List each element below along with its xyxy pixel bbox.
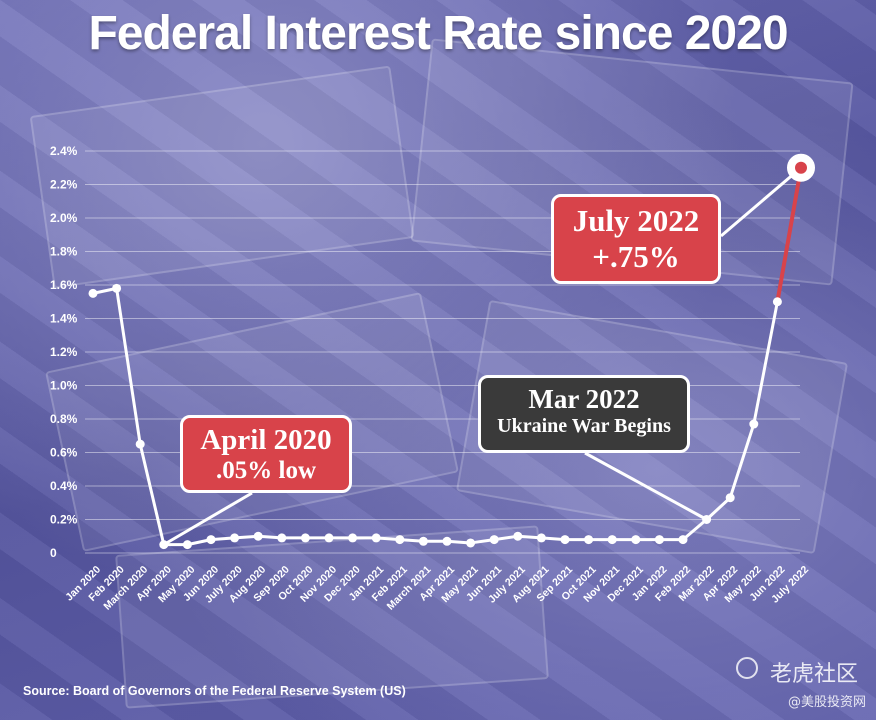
series-line-final-segment xyxy=(775,167,803,303)
data-point xyxy=(112,283,122,293)
y-tick-label: 0.6% xyxy=(50,446,78,460)
data-point xyxy=(489,535,499,545)
callout-april-2020-connector xyxy=(163,491,253,546)
y-tick-label: 1.0% xyxy=(50,379,78,393)
callout-mar-2022: Mar 2022 Ukraine War Begins xyxy=(478,375,690,453)
y-tick-label: 1.2% xyxy=(50,345,78,359)
y-tick-label: 1.6% xyxy=(50,278,78,292)
data-point xyxy=(654,535,664,545)
callout-july-2022-title: July 2022 xyxy=(572,203,700,238)
data-point xyxy=(631,535,641,545)
data-point xyxy=(418,536,428,546)
y-tick-label: 0.2% xyxy=(50,513,78,527)
y-tick-label: 1.8% xyxy=(50,245,78,259)
y-tick-label: 1.4% xyxy=(50,312,78,326)
data-point xyxy=(277,533,287,543)
data-point xyxy=(442,536,452,546)
callout-april-2020-title: April 2020 xyxy=(200,424,332,456)
data-point xyxy=(371,533,381,543)
data-point xyxy=(324,533,334,543)
callout-july-2022-connector xyxy=(720,166,802,238)
data-point xyxy=(466,538,476,548)
y-tick-label: 0.8% xyxy=(50,412,78,426)
data-point xyxy=(206,535,216,545)
y-tick-label: 2.2% xyxy=(50,178,78,192)
data-point xyxy=(513,531,523,541)
data-point xyxy=(607,535,617,545)
data-point xyxy=(725,493,735,503)
data-point xyxy=(253,531,263,541)
callout-mar-2022-subtitle: Ukraine War Begins xyxy=(497,415,671,438)
y-tick-label: 0.4% xyxy=(50,479,78,493)
y-tick-label: 2.4% xyxy=(50,144,78,158)
data-point xyxy=(560,535,570,545)
data-point xyxy=(395,535,405,545)
data-point xyxy=(159,540,169,550)
data-point xyxy=(584,535,594,545)
tiger-logo-icon xyxy=(736,657,758,679)
data-point xyxy=(749,419,759,429)
data-point xyxy=(230,533,240,543)
data-point xyxy=(678,535,688,545)
source-note: Source: Board of Governors of the Federa… xyxy=(23,684,406,698)
data-point-highlight xyxy=(795,161,807,174)
data-point xyxy=(300,533,310,543)
data-point xyxy=(88,288,98,298)
callout-mar-2022-title: Mar 2022 xyxy=(528,384,640,414)
y-tick-label: 0 xyxy=(50,546,57,560)
data-point xyxy=(702,515,712,524)
data-point xyxy=(772,297,782,307)
callout-july-2022-value: +.75% xyxy=(592,238,680,274)
chart-title: Federal Interest Rate since 2020 xyxy=(88,7,788,60)
data-point xyxy=(536,533,546,543)
data-point xyxy=(182,540,192,550)
data-point xyxy=(348,533,358,543)
watermark-handle: @美股投资网 xyxy=(787,695,866,710)
data-point xyxy=(135,439,145,449)
y-tick-label: 2.0% xyxy=(50,211,78,225)
callout-july-2022: July 2022 +.75% xyxy=(551,194,721,284)
callout-april-2020-value: .05% low xyxy=(216,457,316,485)
watermark-brand: 老虎社区 xyxy=(769,662,858,687)
callout-mar-2022-connector xyxy=(584,451,708,521)
callout-april-2020: April 2020 .05% low xyxy=(180,415,352,493)
